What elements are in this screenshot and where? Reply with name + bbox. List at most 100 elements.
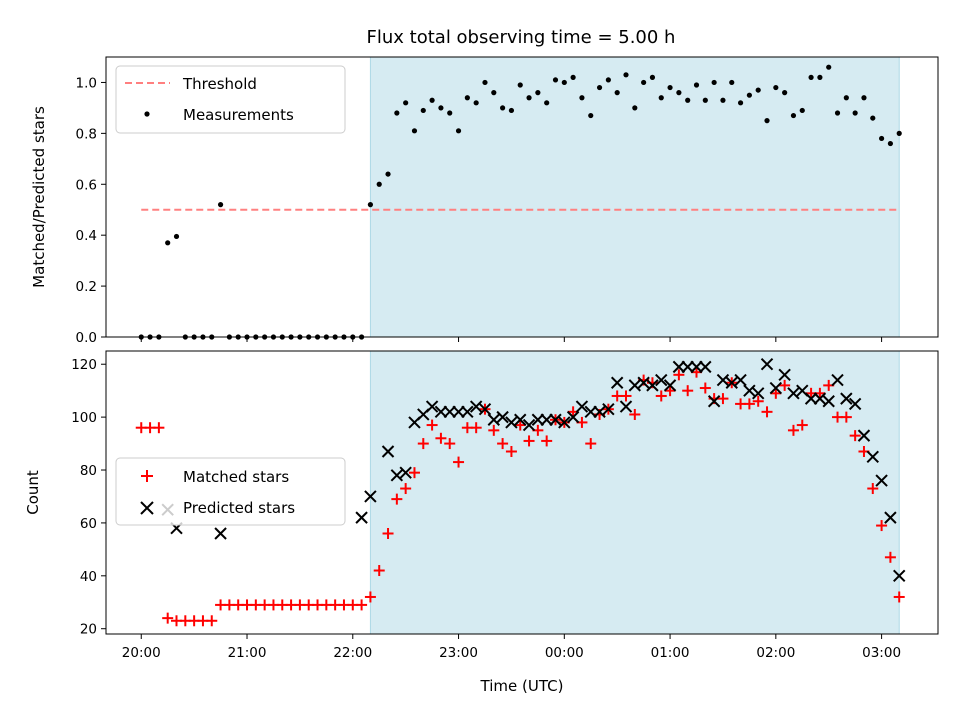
threshold-legend-label: Threshold [182, 75, 257, 93]
bottom-y-axis: 20 40 60 80 100 120 [71, 357, 106, 638]
measurement-point [482, 79, 488, 86]
top-panel-ratio: 0.0 0.2 0.4 0.6 0.8 1.0 Matched/Predicted sta… [30, 56, 939, 346]
predicted-star-stroke [866, 450, 879, 464]
predicted-star-stroke [619, 400, 633, 413]
bottom-panel-frame [105, 350, 939, 635]
predicted-star-point [884, 511, 897, 524]
matched-star-point [514, 419, 526, 431]
predicted-star-stroke [875, 474, 888, 487]
predicted-star-point [681, 360, 694, 374]
predicted-star-stroke [443, 405, 456, 419]
predicted-star-point [531, 413, 545, 426]
predicted-star-stroke [364, 490, 377, 503]
measurement-point [702, 97, 708, 103]
measurement-point [473, 100, 479, 106]
predicted-star-stroke [751, 387, 765, 400]
predicted-star-point [769, 381, 783, 395]
predicted-star-stroke [469, 400, 483, 413]
measurement-point [870, 115, 876, 121]
matched-star-point [497, 438, 509, 450]
top-legend-box [115, 65, 346, 134]
chart-title: Flux total observing time = 5.00 h [367, 27, 676, 48]
predicted-star-stroke [558, 416, 571, 429]
predicted-star-point [743, 384, 756, 397]
matched-star-point [779, 379, 791, 391]
predicted-star-stroke [214, 527, 227, 540]
measurement-point [367, 202, 374, 208]
predicted-star-point [478, 402, 492, 416]
predicted-star-stroke [566, 410, 580, 424]
predicted-star-stroke [699, 360, 712, 374]
predicted-star-point [425, 400, 439, 413]
predicted-star-point [672, 360, 686, 374]
matched-star-point [523, 435, 535, 447]
predicted-star-stroke [893, 569, 906, 583]
measurement-point [693, 82, 700, 88]
x-tick-label: 03:00 [862, 645, 901, 661]
x-tick-label: 02:00 [756, 645, 795, 661]
predicted-stars-legend-label: Predicted stars [183, 499, 295, 517]
predicted-star-point [602, 402, 615, 416]
x-tick-label: 22:00 [333, 645, 372, 661]
predicted-star-stroke [884, 511, 897, 524]
predicted-star-stroke [628, 379, 642, 392]
predicted-star-stroke [743, 384, 756, 397]
predicted-star-point [214, 527, 227, 540]
predicted-star-point [487, 413, 501, 426]
matched-star-point [153, 422, 165, 434]
measurement-point [746, 92, 752, 98]
predicted-star-point [822, 395, 835, 408]
predicted-star-stroke [804, 392, 818, 405]
top-y-axis: 0.0 0.2 0.4 0.6 0.8 1.0 [76, 75, 106, 346]
measurement-point [411, 128, 418, 134]
measurement-point [896, 130, 902, 136]
predicted-star-stroke [355, 511, 368, 524]
predicted-star-stroke [575, 400, 589, 413]
predicted-star-point [593, 405, 606, 419]
measurement-point [826, 64, 832, 70]
matched-stars-legend-label: Matched stars [183, 468, 289, 486]
measurement-point [676, 90, 682, 96]
predicted-star-point [584, 405, 597, 419]
measurement-point [808, 74, 814, 80]
predicted-star-point [734, 373, 747, 387]
measurement-point [782, 90, 788, 96]
measurement-point [817, 74, 823, 80]
predicted-star-stroke [505, 416, 518, 429]
matched-star-point [673, 369, 685, 381]
measurement-point [420, 107, 426, 114]
measurements-legend-swatch [144, 111, 150, 117]
bottom-legend: Matched stars Predicted stars [115, 457, 346, 526]
measurements-series [138, 64, 902, 340]
matched-star-point [682, 385, 694, 397]
x-tick-label: 21:00 [228, 645, 267, 661]
predicted-star-point [690, 360, 703, 374]
x-axis-label: Time (UTC) [480, 677, 564, 695]
measurement-point [508, 107, 515, 114]
measurement-point [376, 181, 382, 187]
predicted-star-stroke [637, 376, 650, 389]
predicted-star-point [575, 400, 589, 413]
measurement-point [729, 79, 735, 86]
predicted-star-point [707, 395, 721, 408]
predicted-star-stroke [461, 405, 474, 419]
predicted-star-stroke [610, 376, 624, 389]
predicted-star-point [804, 392, 818, 405]
top-panel-frame [105, 56, 939, 338]
predicted-star-point [390, 469, 404, 482]
x-tick-label: 00:00 [545, 645, 584, 661]
y-tick-label: 100 [71, 410, 97, 426]
predicted-star-point [619, 400, 633, 413]
y-tick-label: 0.8 [76, 126, 97, 142]
predicted-star-point [558, 416, 571, 429]
matched-star-point [373, 565, 385, 577]
measurement-point [464, 95, 470, 101]
bottom-legend-box [115, 457, 346, 526]
matched-star-point [770, 387, 782, 399]
predicted-star-stroke [734, 373, 747, 387]
measurement-point [500, 105, 506, 111]
matched-star-point [655, 390, 667, 402]
predicted-star-point [364, 490, 377, 503]
y-tick-label: 60 [80, 516, 97, 532]
measurement-point [394, 110, 400, 116]
